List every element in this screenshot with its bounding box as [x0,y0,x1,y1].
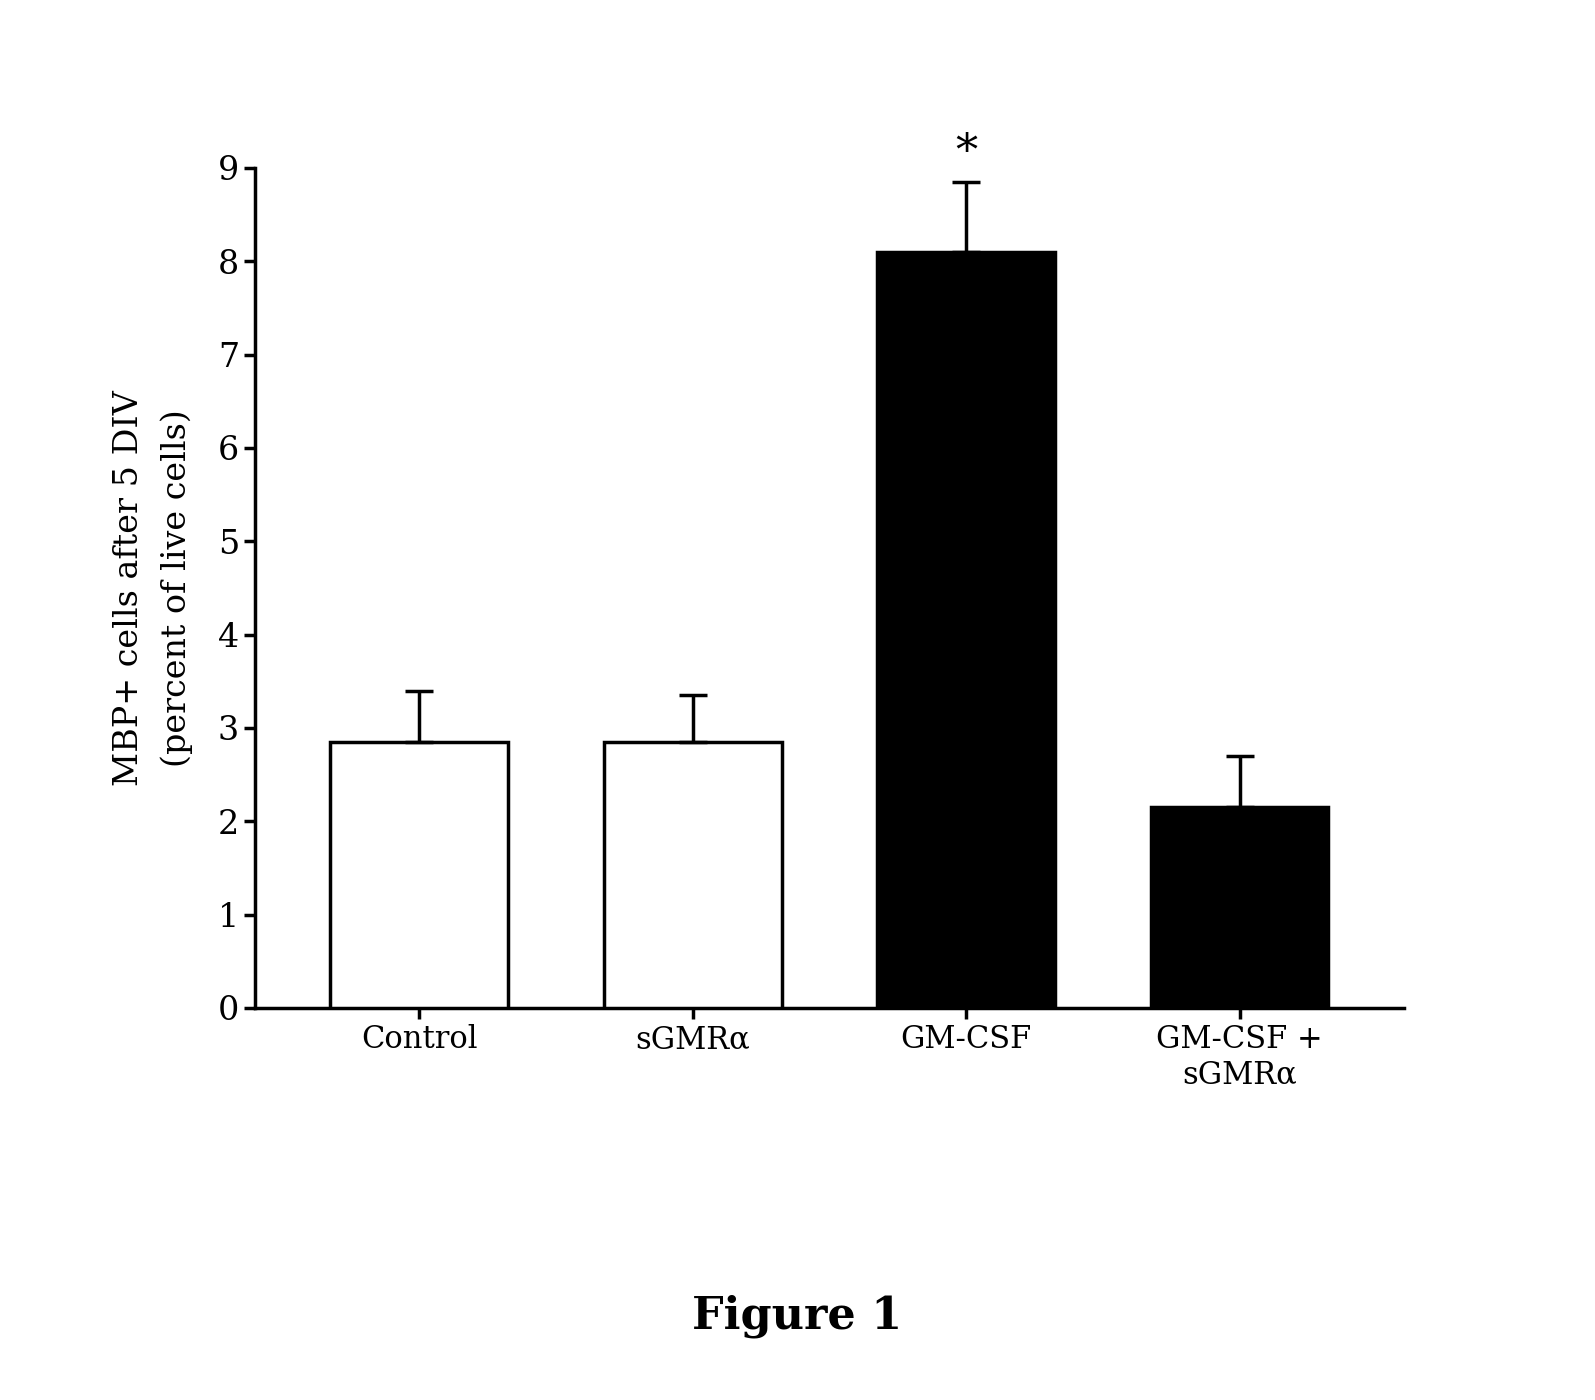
Text: Figure 1: Figure 1 [692,1294,903,1338]
Bar [605,742,782,1008]
Text: *: * [955,132,978,175]
Bar [1150,808,1329,1008]
Y-axis label: MBP+ cells after 5 DIV
(percent of live cells): MBP+ cells after 5 DIV (percent of live … [113,391,193,785]
Bar [330,742,509,1008]
Bar [877,252,1054,1008]
